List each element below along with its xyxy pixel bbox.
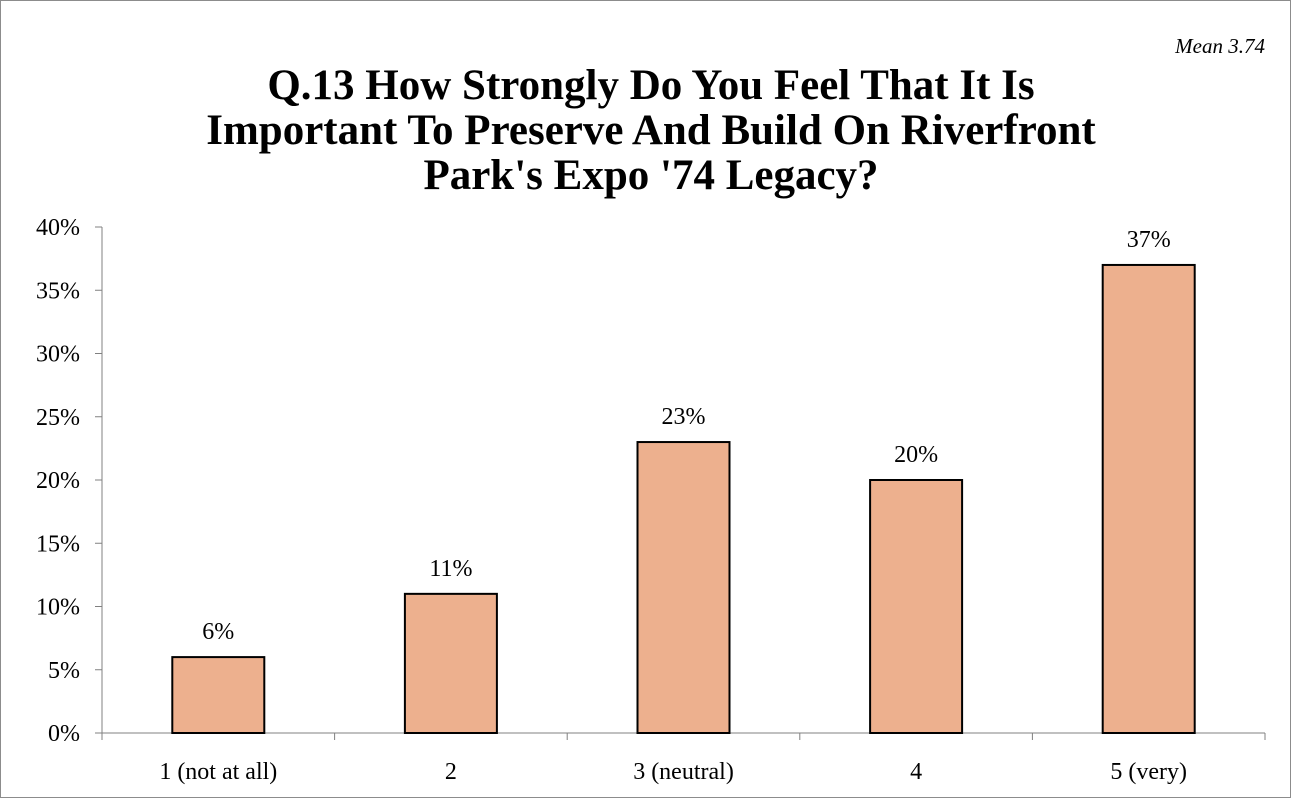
y-tick-label: 30%: [36, 342, 80, 368]
y-tick-label: 0%: [48, 721, 80, 747]
y-tick-label: 10%: [36, 595, 80, 621]
x-axis: 1 (not at all) 2 3 (neutral) 4 5 (very): [101, 732, 1266, 785]
y-tick-label: 35%: [36, 278, 80, 304]
y-axis: 0% 5% 10% 15% 20% 25% 30% 35% 40%: [36, 215, 103, 747]
bar: [171, 656, 266, 734]
y-tick-label: 5%: [48, 658, 80, 684]
y-tick-label: 15%: [36, 531, 80, 557]
x-category-label: 1 (not at all): [159, 759, 277, 785]
bar-value-label: 20%: [894, 442, 938, 468]
x-category-label: 3 (neutral): [633, 759, 734, 785]
title-line-2: Important To Preserve And Build On River…: [206, 107, 1096, 154]
bar-series: [171, 263, 1196, 734]
data-labels: 6% 11% 23% 20% 37%: [202, 227, 1170, 645]
x-category-label: 5 (very): [1110, 759, 1187, 785]
x-category-label: 4: [910, 759, 922, 785]
bar: [869, 479, 964, 734]
x-category-label: 2: [445, 759, 457, 785]
chart-title: Q.13 How Strongly Do You Feel That It Is…: [206, 62, 1096, 199]
y-tick-label: 40%: [36, 215, 80, 241]
bar: [1101, 263, 1196, 734]
y-tick-label: 25%: [36, 405, 80, 431]
bar: [636, 441, 731, 734]
bar: [403, 592, 498, 734]
bar-value-label: 23%: [662, 404, 706, 430]
title-line-3: Park's Expo '74 Legacy?: [423, 152, 878, 199]
mean-annotation: Mean 3.74: [1174, 34, 1265, 58]
bar-value-label: 11%: [429, 556, 472, 582]
bar-value-label: 37%: [1127, 227, 1171, 253]
title-line-1: Q.13 How Strongly Do You Feel That It Is: [267, 62, 1034, 109]
bar-value-label: 6%: [202, 619, 234, 645]
y-tick-label: 20%: [36, 468, 80, 494]
